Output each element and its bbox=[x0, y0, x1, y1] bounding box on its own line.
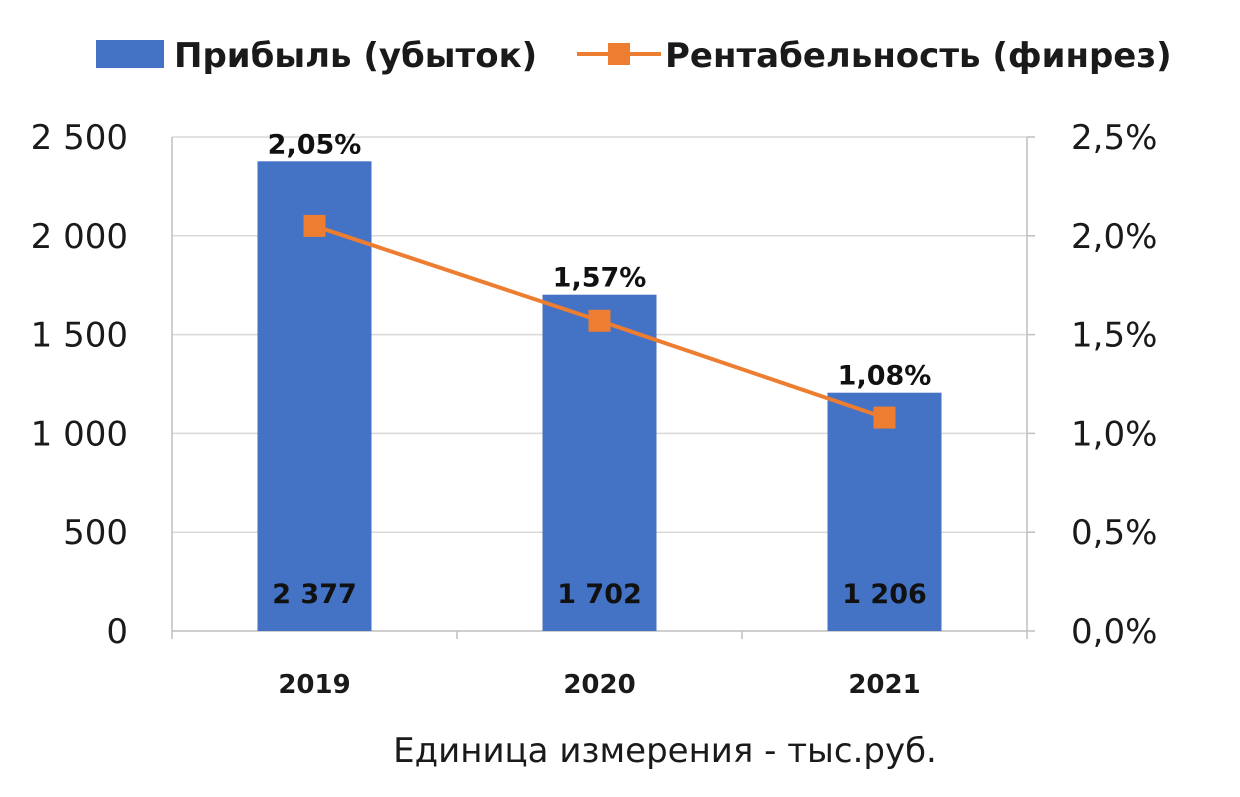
bar-series bbox=[257, 161, 942, 631]
line-value-label: 2,05% bbox=[268, 129, 362, 160]
y-left-tick-label: 0 bbox=[106, 612, 128, 652]
line-series bbox=[303, 214, 896, 429]
y-left-tick-label: 1 500 bbox=[31, 316, 128, 356]
y-left-tick-label: 2 500 bbox=[31, 118, 128, 158]
bar bbox=[827, 392, 942, 631]
bar-value-label: 1 702 bbox=[557, 579, 642, 610]
line-marker bbox=[303, 214, 326, 237]
x-tick-label: 2019 bbox=[278, 670, 350, 700]
line-marker bbox=[873, 406, 896, 429]
legend-label-bar: Прибыль (убыток) bbox=[174, 36, 537, 76]
y-right-tick-label: 1,0% bbox=[1071, 414, 1157, 454]
y-right-tick-label: 2,5% bbox=[1071, 118, 1157, 158]
y-left-tick-label: 1 000 bbox=[31, 414, 128, 454]
x-tick-label: 2021 bbox=[848, 670, 920, 700]
legend-label-line: Рентабельность (финрез) bbox=[665, 36, 1172, 76]
y-right-tick-label: 2,0% bbox=[1071, 217, 1157, 257]
y-right-tick-label: 0,0% bbox=[1071, 612, 1157, 652]
legend: Прибыль (убыток) Рентабельность (финрез) bbox=[96, 36, 1172, 76]
bar-value-label: 1 206 bbox=[842, 579, 927, 610]
legend-swatch-marker bbox=[608, 43, 630, 65]
line-value-label: 1,08% bbox=[838, 361, 932, 392]
bar-value-label: 2 377 bbox=[272, 579, 357, 610]
y-left-tick-label: 2 000 bbox=[31, 217, 128, 257]
y-right-tick-label: 1,5% bbox=[1071, 316, 1157, 356]
axes: 0 500 1 000 1 500 2 000 2 500 0,0% 0,5% 1,0% 1,5%… bbox=[31, 118, 1158, 700]
y-right-tick-label: 0,5% bbox=[1071, 513, 1157, 553]
y-left-tick-label: 500 bbox=[63, 513, 128, 553]
data-labels: 2 377 1 702 1 206 2,05% 1,57% 1,08% bbox=[268, 129, 932, 610]
line-marker bbox=[588, 309, 611, 332]
bar bbox=[542, 294, 657, 631]
line-value-label: 1,57% bbox=[553, 263, 647, 294]
legend-swatch-bar bbox=[96, 40, 164, 68]
x-tick-label: 2020 bbox=[563, 670, 635, 700]
unit-note: Единица измерения - тыс.руб. bbox=[393, 731, 937, 771]
